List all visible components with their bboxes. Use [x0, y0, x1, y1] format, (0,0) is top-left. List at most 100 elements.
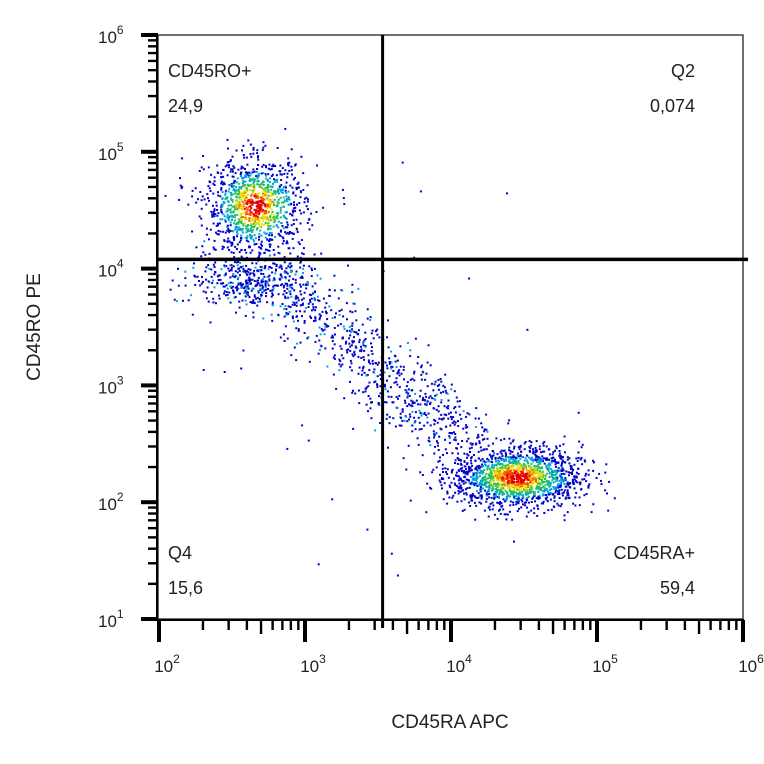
- event-point: [292, 219, 295, 222]
- event-point: [428, 396, 431, 399]
- event-point: [361, 323, 364, 326]
- event-point: [229, 264, 232, 267]
- event-point: [577, 473, 580, 475]
- event-point: [357, 355, 360, 358]
- event-point: [443, 405, 446, 408]
- event-point: [226, 138, 229, 141]
- event-point: [283, 271, 286, 274]
- event-point: [551, 479, 554, 482]
- event-point: [445, 414, 448, 417]
- event-point: [577, 456, 580, 459]
- y-minor-tick: [148, 582, 157, 586]
- event-point: [204, 253, 207, 256]
- event-point: [193, 262, 195, 265]
- event-point: [352, 302, 355, 305]
- event-point: [551, 453, 554, 456]
- event-point: [429, 424, 432, 427]
- event-point: [564, 497, 567, 500]
- event-point: [566, 489, 569, 492]
- event-point: [200, 199, 203, 202]
- event-point: [221, 211, 223, 214]
- event-point: [416, 437, 419, 440]
- event-point: [252, 278, 255, 281]
- quadrant-gates[interactable]: [158, 35, 748, 628]
- event-point: [287, 247, 290, 250]
- x-major-tick: [449, 620, 453, 642]
- event-point: [272, 163, 275, 166]
- event-point: [264, 236, 267, 239]
- event-point: [212, 297, 215, 300]
- event-point: [524, 504, 526, 507]
- event-point: [181, 185, 184, 188]
- event-point: [534, 470, 537, 473]
- event-point: [532, 448, 534, 451]
- event-point: [262, 163, 265, 166]
- event-point: [230, 184, 233, 187]
- event-point: [420, 364, 423, 367]
- event-point: [253, 170, 256, 173]
- event-point: [494, 482, 497, 485]
- event-point: [504, 481, 507, 484]
- event-point: [235, 186, 237, 189]
- event-point: [521, 481, 524, 484]
- event-point: [424, 392, 427, 395]
- event-point: [242, 166, 245, 169]
- event-point: [293, 346, 296, 349]
- event-point: [540, 502, 543, 505]
- event-point: [362, 344, 365, 347]
- event-point: [335, 312, 337, 315]
- event-point: [227, 282, 230, 285]
- event-point: [256, 304, 259, 307]
- event-point: [298, 209, 301, 212]
- event-point: [303, 310, 306, 313]
- event-point: [262, 209, 265, 212]
- event-point: [454, 433, 457, 435]
- event-point: [270, 295, 273, 298]
- event-point: [469, 494, 472, 497]
- event-point: [255, 297, 258, 300]
- event-point: [543, 462, 546, 465]
- event-point: [368, 381, 371, 384]
- event-point: [247, 268, 250, 271]
- event-point: [495, 468, 498, 471]
- event-point: [325, 312, 328, 315]
- event-point: [562, 472, 565, 475]
- event-point: [300, 191, 303, 194]
- event-point: [525, 498, 528, 501]
- event-point: [552, 481, 555, 484]
- event-point: [377, 403, 380, 406]
- x-minor-tick: [405, 620, 409, 634]
- event-point: [401, 410, 404, 413]
- event-point: [488, 484, 491, 487]
- event-point: [265, 165, 267, 167]
- event-point: [545, 494, 547, 496]
- event-point: [390, 361, 393, 364]
- event-point: [486, 468, 489, 471]
- event-point: [313, 297, 316, 300]
- event-point: [502, 467, 505, 470]
- event-point: [473, 501, 476, 504]
- event-point: [480, 495, 483, 498]
- event-point: [502, 472, 505, 475]
- event-point: [294, 194, 297, 197]
- event-point: [562, 491, 565, 494]
- event-point: [434, 380, 437, 383]
- event-point: [376, 384, 379, 386]
- event-point: [480, 494, 483, 497]
- x-minor-tick: [493, 620, 497, 630]
- event-point: [249, 224, 252, 227]
- event-point: [240, 255, 243, 258]
- event-point: [292, 247, 295, 250]
- event-point: [479, 490, 482, 493]
- event-point: [193, 274, 196, 277]
- event-point: [556, 484, 559, 487]
- event-point: [248, 199, 251, 201]
- event-point: [360, 350, 363, 353]
- event-point: [279, 206, 282, 209]
- event-point: [532, 460, 535, 463]
- event-point: [409, 378, 412, 381]
- event-point: [275, 205, 278, 208]
- event-point: [324, 306, 327, 309]
- event-point: [563, 461, 566, 464]
- event-point: [239, 212, 242, 215]
